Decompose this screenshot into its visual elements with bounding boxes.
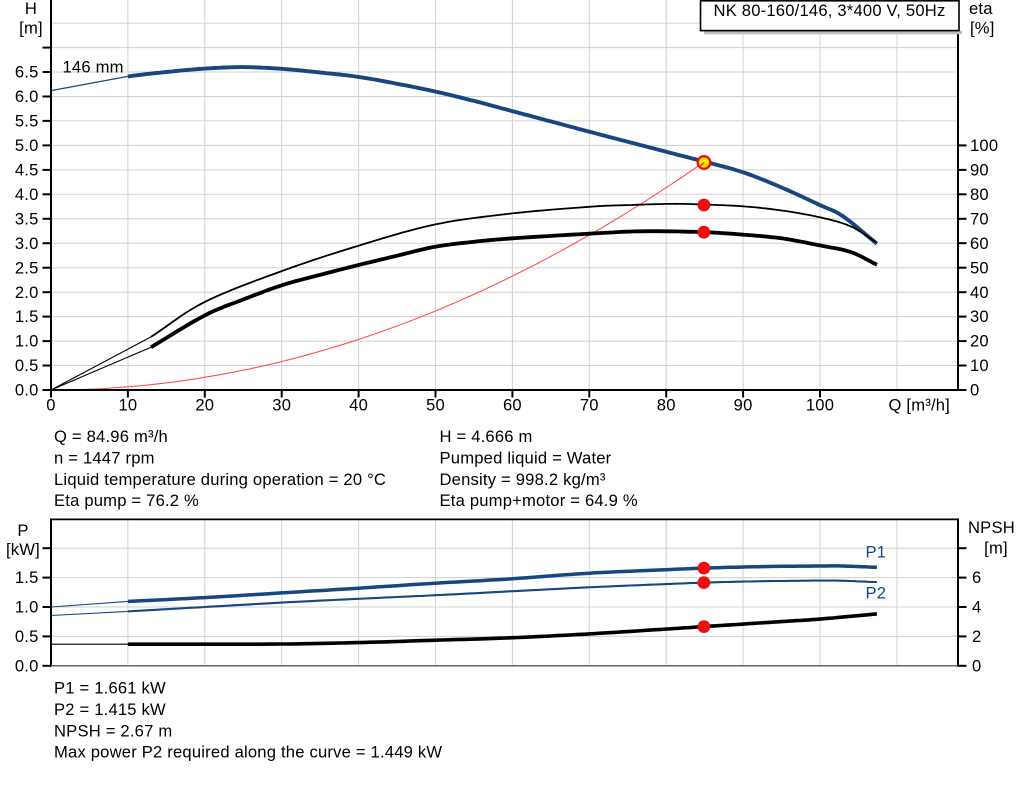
svg-text:4: 4 xyxy=(972,598,981,617)
svg-text:5.5: 5.5 xyxy=(15,112,39,131)
svg-text:1.0: 1.0 xyxy=(15,332,39,351)
svg-text:50: 50 xyxy=(970,258,989,277)
svg-text:6.5: 6.5 xyxy=(15,63,39,82)
svg-text:[kW]: [kW] xyxy=(6,540,40,559)
svg-text:100: 100 xyxy=(970,136,998,155)
svg-text:2: 2 xyxy=(972,627,981,646)
svg-text:Eta pump = 76.2 %: Eta pump = 76.2 % xyxy=(54,491,199,510)
svg-text:1.0: 1.0 xyxy=(15,598,39,617)
svg-text:0.5: 0.5 xyxy=(15,627,39,646)
svg-text:P1 = 1.661 kW: P1 = 1.661 kW xyxy=(54,679,166,698)
svg-text:[m]: [m] xyxy=(19,19,43,38)
svg-text:80: 80 xyxy=(657,396,676,415)
svg-text:90: 90 xyxy=(970,161,989,180)
svg-text:H: H xyxy=(25,0,37,18)
svg-text:10: 10 xyxy=(118,396,137,415)
svg-text:n = 1447 rpm: n = 1447 rpm xyxy=(54,448,155,467)
svg-text:20: 20 xyxy=(970,332,989,351)
svg-text:[m]: [m] xyxy=(984,539,1008,558)
svg-text:Eta pump+motor = 64.9 %: Eta pump+motor = 64.9 % xyxy=(440,491,638,510)
svg-text:90: 90 xyxy=(734,396,753,415)
svg-text:4.0: 4.0 xyxy=(15,185,39,204)
svg-text:20: 20 xyxy=(195,396,214,415)
svg-text:0: 0 xyxy=(970,381,979,400)
svg-text:Pumped liquid = Water: Pumped liquid = Water xyxy=(440,448,612,467)
svg-text:2.0: 2.0 xyxy=(15,283,39,302)
svg-text:0.5: 0.5 xyxy=(15,356,39,375)
svg-text:P1: P1 xyxy=(866,543,887,562)
svg-text:80: 80 xyxy=(970,185,989,204)
svg-text:4.5: 4.5 xyxy=(15,161,39,180)
svg-text:[%]: [%] xyxy=(970,19,995,38)
svg-text:6: 6 xyxy=(972,568,981,587)
svg-text:Q = 84.96 m³/h: Q = 84.96 m³/h xyxy=(54,427,168,446)
svg-text:30: 30 xyxy=(272,396,291,415)
svg-text:5.0: 5.0 xyxy=(15,136,39,155)
svg-text:P2 = 1.415 kW: P2 = 1.415 kW xyxy=(54,700,166,719)
svg-text:60: 60 xyxy=(503,396,522,415)
svg-text:2.5: 2.5 xyxy=(15,258,39,277)
svg-text:H = 4.666 m: H = 4.666 m xyxy=(440,427,533,446)
svg-text:0.0: 0.0 xyxy=(15,656,39,675)
svg-text:Density = 998.2 kg/m³: Density = 998.2 kg/m³ xyxy=(440,470,606,489)
svg-text:1.5: 1.5 xyxy=(15,307,39,326)
svg-text:Liquid temperature during oper: Liquid temperature during operation = 20… xyxy=(54,470,386,489)
svg-text:40: 40 xyxy=(970,283,989,302)
svg-text:NPSH = 2.67 m: NPSH = 2.67 m xyxy=(54,721,172,740)
svg-text:10: 10 xyxy=(970,356,989,375)
svg-text:100: 100 xyxy=(806,396,834,415)
svg-text:70: 70 xyxy=(580,396,599,415)
svg-text:6.0: 6.0 xyxy=(15,87,39,106)
svg-text:146 mm: 146 mm xyxy=(63,58,124,77)
svg-text:P2: P2 xyxy=(866,584,887,603)
svg-text:P: P xyxy=(17,521,28,540)
svg-text:50: 50 xyxy=(426,396,445,415)
svg-text:30: 30 xyxy=(970,307,989,326)
svg-text:40: 40 xyxy=(349,396,368,415)
svg-text:1.5: 1.5 xyxy=(15,568,39,587)
svg-text:NPSH: NPSH xyxy=(968,518,1015,537)
svg-text:NK 80-160/146, 3*400 V, 50Hz: NK 80-160/146, 3*400 V, 50Hz xyxy=(714,1,946,20)
svg-text:Q [m³/h]: Q [m³/h] xyxy=(888,396,950,415)
svg-text:0: 0 xyxy=(46,396,55,415)
svg-text:60: 60 xyxy=(970,234,989,253)
svg-text:70: 70 xyxy=(970,209,989,228)
svg-text:3.5: 3.5 xyxy=(15,209,39,228)
svg-text:eta: eta xyxy=(969,0,993,18)
svg-text:Max power P2 required along th: Max power P2 required along the curve = … xyxy=(54,743,442,762)
svg-text:0.0: 0.0 xyxy=(15,381,39,400)
svg-text:0: 0 xyxy=(972,656,981,675)
svg-text:3.0: 3.0 xyxy=(15,234,39,253)
